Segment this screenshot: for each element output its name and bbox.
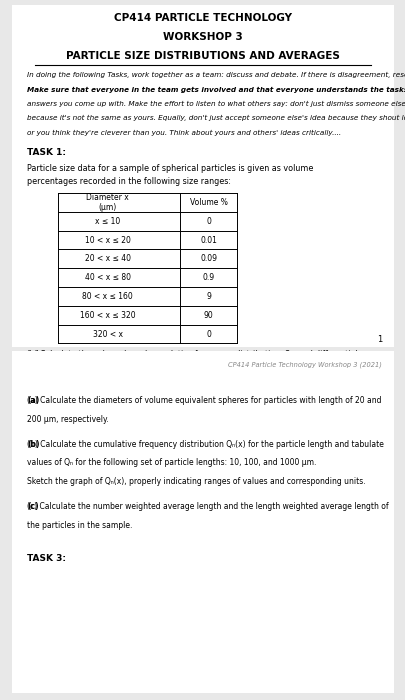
Text: Volume %: Volume % bbox=[189, 198, 227, 207]
Text: (b) Calculate number fractions in the given size ranges using grid points as rep: (b) Calculate number fractions in the gi… bbox=[28, 377, 375, 386]
Text: for x ≤ 20 μm: for x ≤ 20 μm bbox=[202, 552, 255, 561]
Text: (c) Calculate the number based cumulative frequency distribution, Q₀, and differ: (c) Calculate the number based cumulativ… bbox=[28, 405, 358, 414]
Text: (e): (e) bbox=[28, 461, 40, 470]
Text: 80 < x ≤ 160: 80 < x ≤ 160 bbox=[82, 292, 133, 301]
Text: 0.01: 0.01 bbox=[200, 236, 217, 244]
Text: length varying between 20 μm and 200 μm. The differential frequency distribution: length varying between 20 μm and 200 μm.… bbox=[28, 520, 379, 529]
Text: (e) Estimate the volume weighted median diameter (below which there is half of p: (e) Estimate the volume weighted median … bbox=[28, 461, 384, 470]
Text: (a) Calculate the diameters of volume equivalent spheres for particles with leng: (a) Calculate the diameters of volume eq… bbox=[28, 395, 381, 405]
Text: Consider a sample of needle shaped particles with square cross-section of 5 μm x: Consider a sample of needle shaped parti… bbox=[28, 508, 379, 517]
Text: (c): (c) bbox=[28, 502, 39, 511]
Text: 200 μm, respectively.: 200 μm, respectively. bbox=[28, 414, 109, 424]
Text: 9: 9 bbox=[206, 292, 211, 301]
Text: Particle size data for a sample of spherical particles is given as volume: Particle size data for a sample of spher… bbox=[28, 164, 313, 174]
Text: 0.09: 0.09 bbox=[200, 254, 217, 263]
Text: of particles in the sample.: of particles in the sample. bbox=[28, 446, 127, 455]
Text: (d): (d) bbox=[28, 433, 40, 442]
Text: for x > 200 μm: for x > 200 μm bbox=[202, 578, 260, 587]
Text: for 20 μm < x ≤  200 μm: for 20 μm < x ≤ 200 μm bbox=[202, 565, 298, 574]
Text: 90: 90 bbox=[203, 311, 213, 320]
Text: TASK 3:: TASK 3: bbox=[28, 554, 66, 564]
Text: 1: 1 bbox=[376, 335, 382, 344]
Text: In doing the following Tasks, work together as a team: discuss and debate. If th: In doing the following Tasks, work toget… bbox=[28, 72, 405, 78]
Text: volume) of particles in the sample.: volume) of particles in the sample. bbox=[28, 474, 161, 483]
Text: WORKSHOP 3: WORKSHOP 3 bbox=[163, 32, 242, 42]
Text: Diameter x
(μm): Diameter x (μm) bbox=[86, 193, 129, 212]
Text: (c) Calculate the number weighted average length and the length weighted average: (c) Calculate the number weighted averag… bbox=[28, 502, 388, 511]
Text: 0: 0 bbox=[206, 330, 211, 339]
Text: qₙ(x) =: qₙ(x) = bbox=[28, 558, 54, 567]
Text: frequency distribution, q₃, and tabulate values (showing units) at appropriate g: frequency distribution, q₃, and tabulate… bbox=[28, 362, 378, 371]
Text: 0.00556 μm⁻¹: 0.00556 μm⁻¹ bbox=[115, 565, 168, 574]
Text: (b) Calculate the cumulative frequency distribution Qₙ(x) for the particle lengt: (b) Calculate the cumulative frequency d… bbox=[28, 440, 384, 449]
Text: or you think they're cleverer than you. Think about yours and others' ideas crit: or you think they're cleverer than you. … bbox=[28, 130, 341, 136]
Text: 20 < x ≤ 40: 20 < x ≤ 40 bbox=[84, 254, 130, 263]
Text: (b): (b) bbox=[28, 377, 40, 386]
Text: (a) Calculate the volume based cumulative frequency distribution, Q₃, and differ: (a) Calculate the volume based cumulativ… bbox=[28, 349, 357, 358]
Text: the particles in the sample.: the particles in the sample. bbox=[28, 521, 132, 530]
Text: sizes for particles in corresponding size bins.: sizes for particles in corresponding siz… bbox=[28, 390, 199, 399]
Text: TASK 1:: TASK 1: bbox=[28, 148, 66, 157]
Text: (b): (b) bbox=[28, 440, 40, 449]
Text: 40 < x ≤ 80: 40 < x ≤ 80 bbox=[84, 273, 130, 282]
Text: x ≤ 10: x ≤ 10 bbox=[95, 217, 120, 226]
Text: 0.9: 0.9 bbox=[202, 273, 214, 282]
Text: CP414 Particle Technology Workshop 3 (2021): CP414 Particle Technology Workshop 3 (20… bbox=[228, 362, 382, 368]
Text: 160 < x ≤ 320: 160 < x ≤ 320 bbox=[79, 311, 135, 320]
Text: (a): (a) bbox=[28, 349, 40, 358]
Text: (c): (c) bbox=[28, 405, 39, 414]
Text: 320 < x: 320 < x bbox=[92, 330, 122, 339]
Text: (a): (a) bbox=[28, 395, 40, 405]
Text: 0: 0 bbox=[115, 578, 120, 587]
Text: Sketch the graph of Qₙ(x), properly indicating ranges of values and correspondin: Sketch the graph of Qₙ(x), properly indi… bbox=[28, 477, 365, 486]
Text: PARTICLE SIZE DISTRIBUTIONS AND AVERAGES: PARTICLE SIZE DISTRIBUTIONS AND AVERAGES bbox=[66, 51, 339, 61]
Text: (d) Calculate the number weighted mean diameter and the volume weighted mean dia: (d) Calculate the number weighted mean d… bbox=[28, 433, 384, 442]
Text: values of Qₙ for the following set of particle lengths: 10, 100, and 1000 μm.: values of Qₙ for the following set of pa… bbox=[28, 458, 316, 468]
Text: because it's not the same as yours. Equally, don't just accept someone else's id: because it's not the same as yours. Equa… bbox=[28, 116, 405, 121]
Text: Make sure that everyone in the team gets involved and that everyone understands : Make sure that everyone in the team gets… bbox=[28, 87, 405, 92]
Text: answers you come up with. Make the effort to listen to what others say: don't ju: answers you come up with. Make the effor… bbox=[28, 101, 405, 107]
Text: TASK 2:: TASK 2: bbox=[28, 491, 66, 500]
Text: percentages recorded in the following size ranges:: percentages recorded in the following si… bbox=[28, 177, 231, 186]
Text: 0: 0 bbox=[206, 217, 211, 226]
Text: based) for the particle length x is as follows:: based) for the particle length x is as f… bbox=[28, 532, 198, 541]
Text: 0: 0 bbox=[115, 552, 120, 561]
FancyBboxPatch shape bbox=[12, 351, 393, 693]
Text: 10 < x ≤ 20: 10 < x ≤ 20 bbox=[85, 236, 130, 244]
FancyBboxPatch shape bbox=[12, 5, 393, 346]
Text: CP414 PARTICLE TECHNOLOGY: CP414 PARTICLE TECHNOLOGY bbox=[114, 13, 291, 23]
Text: frequency distribution, q₀, and tabulate values (showing units) at appropriate g: frequency distribution, q₀, and tabulate… bbox=[28, 418, 378, 427]
